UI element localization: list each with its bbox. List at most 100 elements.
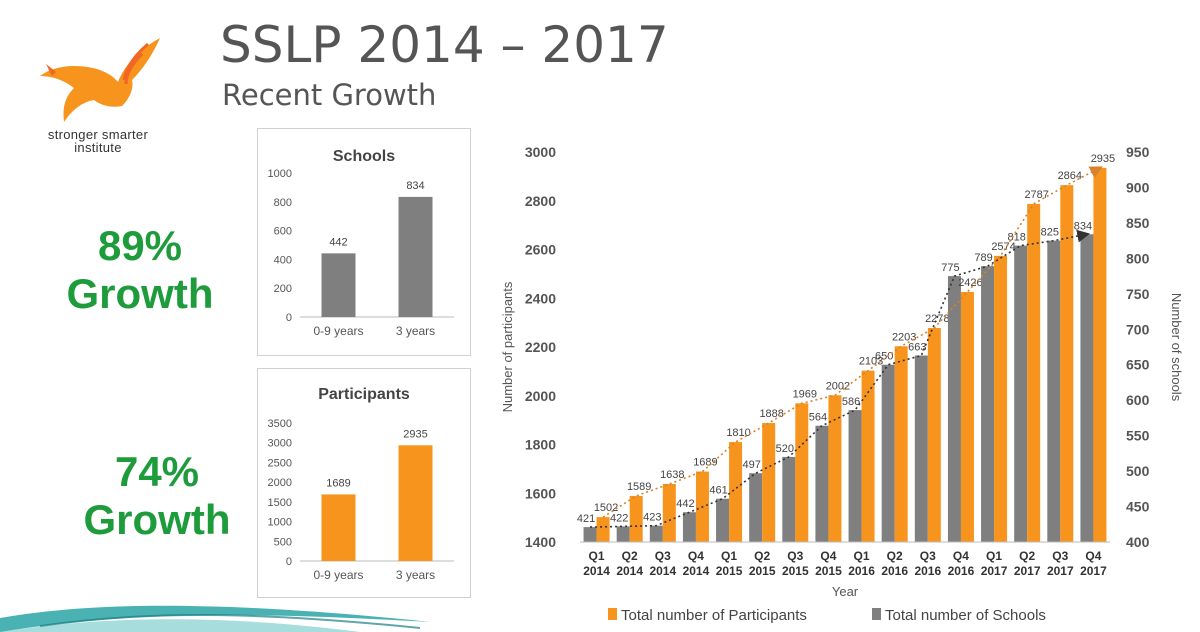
schools-bar — [947, 276, 961, 542]
xtick-quarter: Q2 — [622, 549, 638, 563]
participants-bar — [321, 494, 356, 561]
schools-data-label: 663 — [908, 342, 926, 354]
left-ytick: 2800 — [525, 193, 556, 209]
schools-data-label: 650 — [875, 351, 893, 363]
schools-chart: Schools 0 200 400 600 800 1000 442 0-9 years 834 3… — [268, 148, 454, 338]
xtick-quarter: Q1 — [986, 549, 1002, 563]
legend-participants-label: Total number of Participants — [621, 607, 807, 624]
schools-data-label: 775 — [941, 262, 959, 274]
schools-bar — [649, 525, 663, 542]
left-ytick: 2000 — [525, 388, 556, 404]
xtick-year: 2014 — [649, 564, 676, 578]
participants-growth: 74% Growth — [57, 448, 257, 544]
x-axis-label: Year — [832, 584, 859, 599]
xtick-year: 2015 — [749, 564, 776, 578]
page-title: SSLP 2014 – 2017 — [220, 16, 669, 74]
participants-title: Participants — [318, 386, 410, 403]
participants-bar — [1060, 185, 1074, 542]
right-axis-label: Number of schools — [1169, 293, 1184, 402]
schools-data-label: 818 — [1008, 232, 1026, 244]
participants-ytick: 2000 — [268, 477, 292, 489]
schools-bar — [815, 425, 829, 542]
xtick-quarter: Q2 — [1019, 549, 1035, 563]
participants-bar — [927, 327, 941, 542]
participants-xtick: 0-9 years — [313, 568, 363, 582]
xtick-quarter: Q3 — [920, 549, 936, 563]
participants-data-label: 1689 — [693, 457, 717, 469]
schools-bar — [616, 526, 630, 542]
participants-data-label: 2203 — [892, 331, 916, 343]
participants-xtick: 3 years — [396, 568, 435, 582]
right-ytick: 900 — [1126, 179, 1150, 195]
schools-bar — [1080, 234, 1094, 542]
xtick-quarter: Q3 — [1052, 549, 1068, 563]
xtick-quarter: Q4 — [688, 549, 704, 563]
right-ytick: 400 — [1126, 534, 1150, 550]
xtick-year: 2015 — [815, 564, 842, 578]
legend-schools-label: Total number of Schools — [885, 607, 1046, 624]
schools-data-label: 586 — [842, 396, 860, 408]
schools-growth-pct: 89% — [97, 222, 183, 269]
schools-data-label: 789 — [974, 252, 992, 264]
participants-data-label: 2002 — [826, 380, 850, 392]
eagle-icon — [40, 38, 160, 122]
schools-bar — [1047, 240, 1061, 542]
schools-data-label: 442 — [329, 236, 347, 248]
participants-data-label: 1810 — [726, 427, 750, 439]
xtick-year: 2014 — [616, 564, 643, 578]
participants-bar — [994, 255, 1008, 542]
schools-bar — [682, 512, 696, 542]
schools-bar — [583, 527, 597, 542]
participants-ytick: 500 — [274, 536, 292, 548]
schools-data-label: 520 — [776, 443, 794, 455]
right-ytick: 600 — [1126, 392, 1150, 408]
schools-data-label: 497 — [743, 459, 761, 471]
left-ytick: 3000 — [525, 144, 556, 160]
schools-data-label: 421 — [577, 513, 595, 525]
schools-ytick: 0 — [286, 312, 292, 324]
xtick-year: 2017 — [1047, 564, 1074, 578]
xtick-quarter: Q4 — [1085, 549, 1101, 563]
participants-bar — [629, 495, 643, 542]
right-ytick: 800 — [1126, 250, 1150, 266]
schools-data-label: 825 — [1041, 227, 1059, 239]
legend-schools-swatch — [872, 608, 881, 620]
xtick-quarter: Q2 — [754, 549, 770, 563]
logo-line2: institute — [74, 140, 122, 155]
right-ytick: 500 — [1126, 463, 1150, 479]
participants-bar — [762, 423, 776, 542]
right-ytick: 950 — [1126, 144, 1150, 160]
schools-data-label: 422 — [610, 512, 628, 524]
schools-bar — [716, 498, 730, 542]
participants-bar — [729, 442, 743, 542]
schools-bar — [782, 456, 796, 542]
schools-data-label: 564 — [809, 412, 827, 424]
schools-chart-panel: Schools 0 200 400 600 800 1000 442 0-9 years 834 3… — [257, 128, 471, 356]
participants-bar — [596, 517, 610, 542]
schools-ytick: 1000 — [268, 168, 292, 180]
participants-data-label: 1888 — [759, 408, 783, 420]
xtick-quarter: Q2 — [887, 549, 903, 563]
xtick-quarter: Q3 — [655, 549, 671, 563]
schools-bar — [1014, 245, 1028, 542]
schools-ytick: 200 — [274, 283, 292, 295]
participants-growth-pct: 74% — [114, 448, 200, 495]
page-subtitle: Recent Growth — [222, 78, 437, 112]
participants-bar — [398, 445, 433, 561]
participants-chart-panel: Participants 0 500 1000 1500 2000 2500 3000 3500… — [257, 368, 471, 598]
decorative-swoosh — [0, 605, 430, 632]
participants-data-label: 1689 — [326, 477, 350, 489]
left-axis-label: Number of participants — [500, 281, 515, 412]
schools-bar — [914, 355, 928, 542]
xtick-quarter: Q4 — [820, 549, 836, 563]
participants-bar — [795, 403, 809, 542]
participants-data-label: 2787 — [1024, 189, 1048, 201]
right-ytick: 750 — [1126, 286, 1150, 302]
logo-line1: stronger smarter — [47, 127, 149, 142]
right-ytick: 850 — [1126, 215, 1150, 231]
schools-bar — [848, 410, 862, 542]
xtick-year: 2015 — [782, 564, 809, 578]
xtick-year: 2014 — [683, 564, 710, 578]
participants-data-label: 2103 — [859, 356, 883, 368]
schools-bar — [881, 364, 895, 542]
